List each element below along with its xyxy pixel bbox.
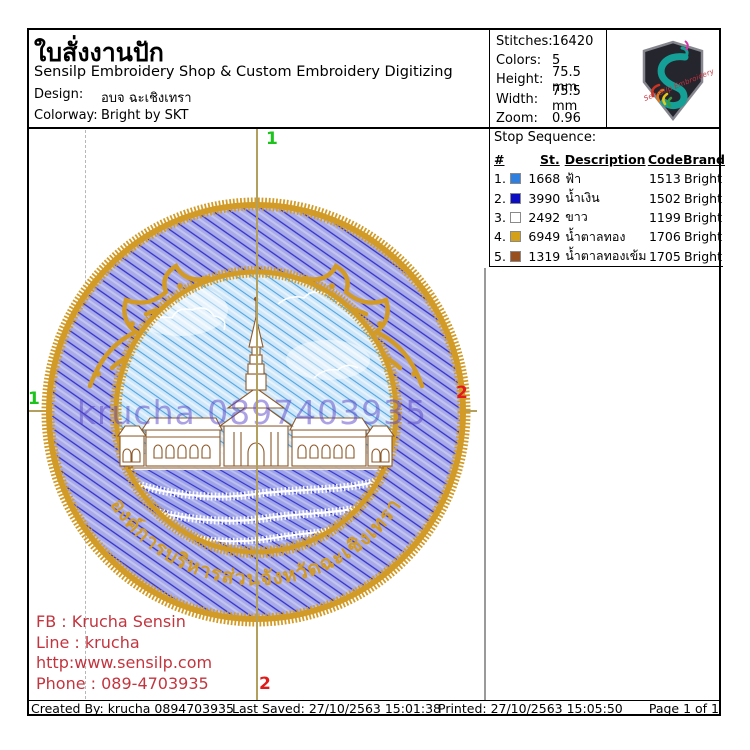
seq-code: 1705 xyxy=(648,248,681,264)
seq-brand: Bright xyxy=(684,229,722,245)
seq-num: 3. xyxy=(494,209,506,225)
stat-value: 75.5 mm xyxy=(552,84,581,115)
seq-row: 1. 1668 ฟ้า 1513 Bright xyxy=(494,169,723,188)
header-divider xyxy=(27,127,721,129)
thread-color-swatch xyxy=(509,173,521,185)
logo-tail-curls-icon xyxy=(651,83,673,108)
logo-panel: Sen-Silp Embroidery xyxy=(630,38,716,128)
thread-color-swatch xyxy=(509,231,521,243)
stat-value: 75.5 mm xyxy=(552,64,581,95)
footer-created-by: Created By: krucha 0894703935 xyxy=(31,701,234,716)
seq-row: 3. 2492 ขาว 1199 Bright xyxy=(494,208,723,227)
seq-code: 1706 xyxy=(648,229,681,245)
seq-brand: Bright xyxy=(684,209,722,225)
seq-col-header: Description xyxy=(564,152,646,167)
stat-value: 5 xyxy=(552,53,561,69)
seq-stitches: 1668 xyxy=(528,171,561,187)
contact-line: Phone : 089-4703935 xyxy=(36,673,209,693)
stat-value: 0.96 xyxy=(552,110,581,126)
thread-color-swatch xyxy=(509,211,521,223)
seq-code: 1199 xyxy=(648,209,681,225)
footer-divider xyxy=(27,699,721,701)
crosshair-vertical xyxy=(256,129,258,700)
thread-color-swatch xyxy=(509,192,521,204)
footer-printed: Printed: 27/10/2563 15:05:50 xyxy=(438,701,623,716)
contact-line: Line : krucha xyxy=(36,632,140,652)
seq-col-header: # xyxy=(494,152,505,167)
thread-color-swatch xyxy=(509,250,521,262)
colorway-label: Colorway: xyxy=(34,108,98,123)
seq-swatch xyxy=(509,173,524,185)
seq-description: น้ำเงิน xyxy=(565,190,600,206)
seq-col-header: Brand xyxy=(683,152,725,167)
seq-brand: Bright xyxy=(684,248,722,264)
seq-stitches: 3990 xyxy=(528,190,561,206)
stat-row: Stitches: 16420 xyxy=(496,32,606,51)
stat-label: Height: xyxy=(496,72,544,88)
stat-row: Colors: 5 xyxy=(496,51,606,70)
stats-panel: Stitches: 16420 Colors: 5 Height: 75.5 mm Widt… xyxy=(489,28,607,127)
seq-swatch xyxy=(509,211,524,223)
contact-line: FB : Krucha Sensin xyxy=(36,612,186,631)
seq-stitches: 6949 xyxy=(528,229,561,245)
seq-description: น้ำตาลทองเข้ม xyxy=(565,248,647,264)
page-border xyxy=(27,28,721,716)
stat-row: Width: 75.5 mm xyxy=(496,84,606,114)
design-label: Design: xyxy=(34,87,84,102)
seq-code: 1502 xyxy=(648,190,681,206)
seq-description: ขาว xyxy=(565,209,588,225)
seq-brand: Bright xyxy=(684,171,722,187)
seq-row: 2. 3990 น้ำเงิน 1502 Bright xyxy=(494,188,723,207)
seq-swatch xyxy=(509,192,524,204)
colorway-value: Bright by SKT xyxy=(101,108,189,123)
logo-swan-icon xyxy=(657,46,689,110)
seq-swatch xyxy=(509,231,524,243)
seq-stitches: 2492 xyxy=(528,209,561,225)
seq-col-header: St. xyxy=(539,152,560,167)
seq-row: 5. 1319 น้ำตาลทองเข้ม 1705 Bright xyxy=(494,247,723,266)
shop-subtitle: Sensilp Embroidery Shop & Custom Embroid… xyxy=(34,64,453,80)
seq-num: 5. xyxy=(494,248,506,264)
stop-sequence-title: Stop Sequence: xyxy=(494,130,597,145)
logo-pink-accent xyxy=(684,40,689,51)
stat-row: Zoom: 0.96 xyxy=(496,109,606,128)
stat-row: Height: 75.5 mm xyxy=(496,65,606,95)
footer-page: Page 1 of 1 xyxy=(648,701,719,716)
footer-last-saved: Last Saved: 27/10/2563 15:01:38 xyxy=(232,701,441,716)
work-order-title: ใบสั่งงานปัก xyxy=(34,38,164,67)
seq-header-row: # St. Description Code Brand xyxy=(494,150,725,169)
seq-num: 4. xyxy=(494,229,506,245)
seq-code: 1513 xyxy=(648,171,681,187)
seq-col-header: Code xyxy=(647,152,683,167)
seq-brand: Bright xyxy=(684,190,722,206)
stop-sequence-panel: Stop Sequence: # St. Description Code Brand … xyxy=(489,128,725,267)
seq-description: ฟ้า xyxy=(565,170,582,186)
marker-top: 1 xyxy=(266,129,278,149)
design-value: อบจ ฉะเชิงเทรา xyxy=(101,91,192,106)
seq-description: น้ำตาลทอง xyxy=(565,228,626,244)
marker-right: 2 xyxy=(456,383,468,403)
sensilp-logo-icon: Sen-Silp Embroidery xyxy=(642,40,716,122)
seq-row: 4. 6949 น้ำตาลทอง 1706 Bright xyxy=(494,227,723,246)
seq-swatch xyxy=(509,250,524,262)
seq-num: 1. xyxy=(494,171,506,187)
contact-block: FB : Krucha Sensin Line : krucha http:www.… xyxy=(36,612,212,694)
seq-rows: 1. 1668 ฟ้า 1513 Bright 2. 3990 น้ำเงิน 1502 Brig… xyxy=(494,169,723,266)
stat-value: 16420 xyxy=(552,34,594,50)
marker-left: 1 xyxy=(28,389,40,409)
stat-label: Width: xyxy=(496,91,539,107)
seq-num: 2. xyxy=(494,190,506,206)
seq-stitches: 1319 xyxy=(528,248,561,264)
stat-label: Zoom: xyxy=(496,110,538,126)
separator-line-right xyxy=(484,268,486,700)
contact-line: http:www.sensilp.com xyxy=(36,653,213,672)
stat-label: Stitches: xyxy=(496,34,553,50)
watermark-text: krucha 0897403935 xyxy=(77,393,427,432)
marker-bottom: 2 xyxy=(259,674,271,694)
stat-label: Colors: xyxy=(496,53,542,69)
